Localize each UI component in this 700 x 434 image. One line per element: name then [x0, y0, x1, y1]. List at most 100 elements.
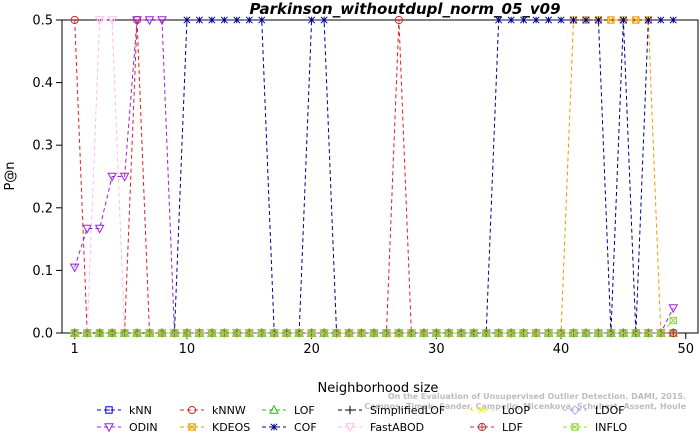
y-tick-label: 0.4	[32, 76, 53, 91]
point-inflo	[170, 329, 179, 337]
point-inflo	[133, 329, 141, 337]
point-inflo	[370, 329, 378, 337]
legend-label: LDF	[502, 421, 523, 434]
point-inflo	[307, 329, 316, 337]
series-line-kdeos	[74, 19, 674, 334]
point-inflo	[669, 316, 677, 325]
point-cof	[657, 16, 665, 24]
watermark-line2: On the Evaluation of Unsupervised Outlie…	[388, 392, 686, 401]
point-inflo	[607, 329, 615, 337]
legend-item-knnw: kNNW	[180, 404, 246, 417]
point-inflo	[632, 329, 640, 337]
point-inflo	[519, 329, 528, 337]
point-cof	[532, 16, 540, 24]
point-odin	[94, 224, 105, 234]
legend-label: LDOF	[595, 404, 625, 417]
legend-marker-odin	[104, 423, 114, 433]
series-knnw	[70, 15, 678, 338]
point-cof	[220, 16, 228, 24]
point-inflo	[320, 329, 328, 337]
x-tick-label: 1	[71, 342, 79, 357]
series-layer	[69, 15, 679, 339]
legend-item-fastabod: FastABOD	[338, 421, 424, 434]
point-cof	[507, 16, 515, 24]
point-inflo	[544, 329, 553, 337]
point-kdeos	[632, 16, 640, 24]
point-cof	[320, 16, 328, 24]
legend-item-loop: LoOP	[470, 404, 530, 417]
point-odin	[668, 304, 679, 314]
legend-marker-knnw	[187, 405, 197, 415]
legend-marker-cof	[270, 423, 278, 431]
point-odin	[69, 263, 80, 273]
point-odin	[107, 172, 117, 182]
point-cof	[557, 16, 565, 24]
y-tick-label: 0.3	[32, 139, 53, 154]
point-inflo	[245, 329, 253, 337]
point-inflo	[619, 329, 628, 337]
point-inflo	[482, 329, 490, 337]
point-inflo	[258, 329, 266, 337]
point-cof	[669, 16, 677, 24]
legend-item-cof: COF	[262, 421, 317, 434]
point-cof	[258, 16, 266, 24]
legend-item-kdeos: KDEOS	[180, 421, 250, 434]
point-cof	[495, 16, 503, 24]
point-cof	[569, 16, 578, 24]
point-inflo	[357, 329, 366, 337]
point-inflo	[95, 329, 104, 337]
legend-marker-inflo	[571, 423, 579, 431]
legend-label: kNN	[129, 404, 152, 417]
legend-label: LoOP	[502, 404, 530, 417]
point-knnw	[394, 15, 404, 25]
plot-frame	[61, 19, 699, 334]
point-inflo	[270, 329, 278, 337]
x-axis-label: Neighborhood size	[318, 381, 439, 396]
point-inflo	[494, 329, 503, 337]
point-odin	[132, 16, 142, 26]
point-knnw	[70, 15, 79, 25]
point-cof	[644, 16, 652, 24]
series-fastabod	[69, 16, 679, 339]
point-inflo	[569, 329, 578, 337]
point-fastabod	[94, 16, 105, 26]
point-inflo	[644, 329, 653, 337]
x-tick-label: 20	[303, 342, 320, 357]
x-axis: 1 10 20 30 40 50	[71, 333, 694, 357]
y-tick-label: 0.2	[32, 201, 53, 216]
series-line-cof	[74, 19, 674, 334]
point-inflo	[470, 329, 478, 337]
x-tick-label: 10	[179, 342, 196, 357]
series-line-odin	[74, 19, 674, 334]
point-inflo	[233, 329, 241, 337]
point-inflo	[557, 329, 565, 337]
legend-marker-fastabod	[345, 423, 355, 433]
x-tick-label: 50	[677, 342, 694, 357]
watermark-line1: Campos, Zimek, Sander, Campello, Micenko…	[364, 402, 686, 411]
point-kdeos	[607, 16, 615, 24]
legend-marker-knn	[105, 406, 113, 414]
point-cof	[582, 16, 590, 24]
legend-label: COF	[294, 421, 317, 434]
legend-marker-kdeos	[188, 423, 196, 431]
y-axis: 0.0 0.1 0.2 0.3 0.4 0.5	[32, 14, 62, 342]
point-odin	[144, 16, 155, 26]
point-cof	[545, 16, 553, 24]
legend-item-knn: kNN	[97, 404, 152, 417]
point-inflo	[183, 329, 191, 337]
point-inflo	[395, 329, 403, 337]
point-inflo	[145, 329, 154, 337]
point-cof	[245, 16, 253, 24]
legend-item-ldof: LDOF	[563, 404, 625, 417]
y-tick-label: 0.5	[32, 14, 53, 29]
series-odin	[69, 16, 679, 339]
point-inflo	[220, 329, 229, 337]
point-inflo	[432, 329, 441, 337]
point-cof	[195, 16, 203, 24]
y-axis-label: P@n	[3, 161, 18, 190]
point-inflo	[108, 329, 116, 337]
legend-marker-ldof	[570, 405, 580, 415]
series-inflo	[71, 316, 677, 337]
point-inflo	[295, 329, 303, 337]
